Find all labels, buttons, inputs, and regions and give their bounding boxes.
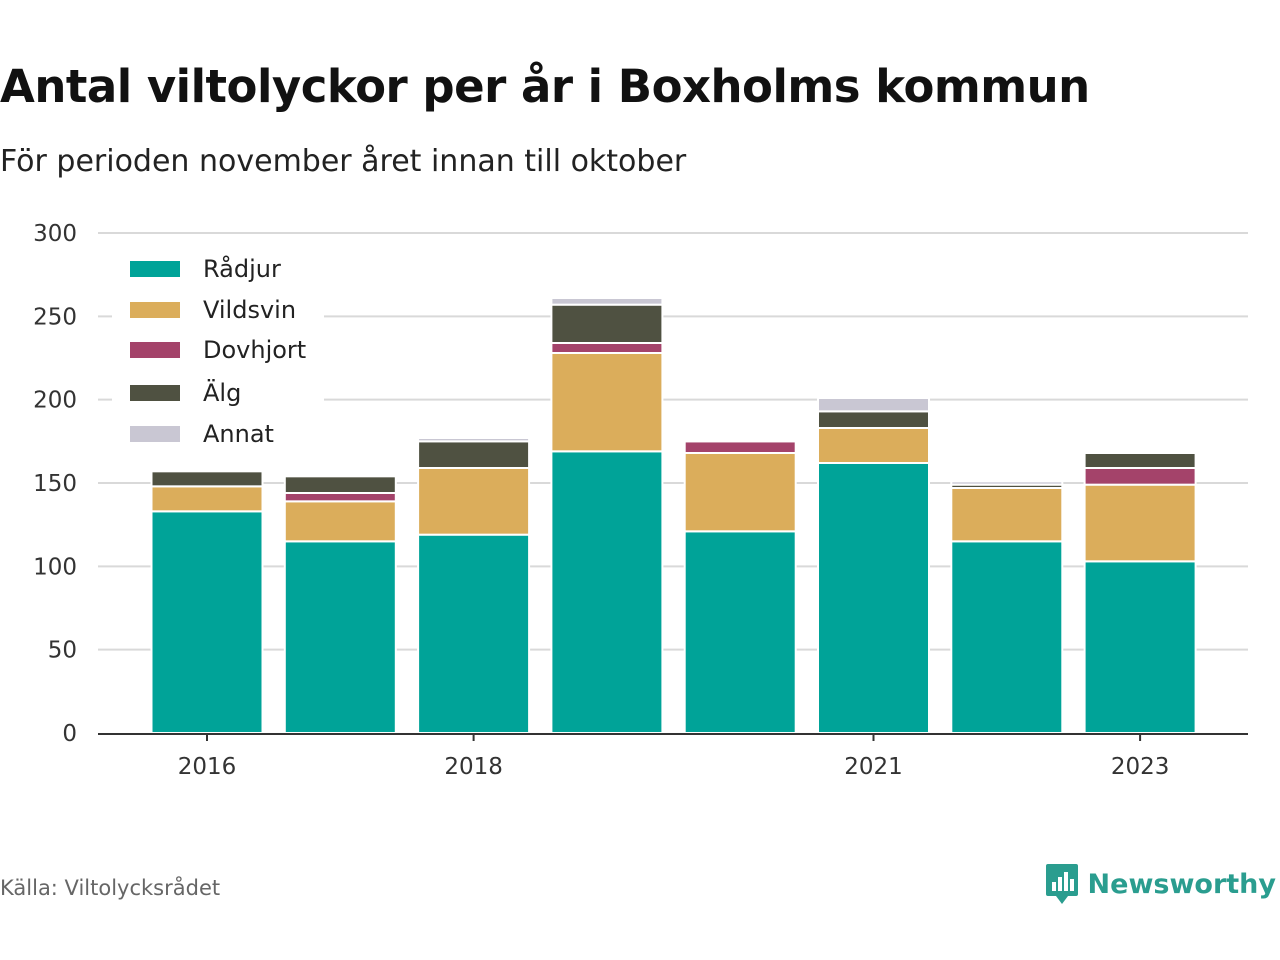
y-tick-label: 100	[33, 554, 77, 580]
y-tick-label: 50	[48, 638, 77, 664]
legend-swatch	[130, 426, 180, 442]
bar-segment	[1083, 467, 1197, 486]
bar-segment	[550, 342, 664, 354]
legend-label: Rådjur	[203, 254, 281, 283]
bar-segment	[283, 475, 397, 495]
y-tick-label: 150	[33, 471, 77, 497]
legend-label: Vildsvin	[203, 296, 296, 324]
bar-segment	[150, 510, 264, 735]
bar-segment	[150, 485, 264, 513]
legend-swatch	[130, 342, 180, 358]
brand: Newsworthy	[1044, 862, 1276, 906]
y-axis-ticks: 0 50 100 150 200 250 300	[33, 221, 77, 747]
bar-segment	[283, 492, 397, 503]
bar-segment	[1083, 452, 1197, 469]
legend-label: Annat	[203, 420, 274, 448]
x-tick-label: 2023	[1111, 754, 1170, 780]
bar-segment	[950, 480, 1064, 486]
bar-segment	[550, 352, 664, 453]
brand-name: Newsworthy	[1087, 868, 1276, 900]
bar-segment	[550, 450, 664, 734]
bar-segment	[817, 410, 930, 430]
bar-segment	[150, 470, 264, 488]
legend-label: Älg	[203, 378, 241, 407]
y-tick-label: 250	[33, 304, 77, 330]
bar-segment	[550, 303, 664, 344]
bar-segment	[683, 452, 797, 533]
bar-segment	[683, 437, 797, 441]
legend: Rådjur Vildsvin Dovhjort Älg Annat	[112, 245, 324, 460]
y-tick-label: 200	[33, 388, 77, 414]
bar-segment	[417, 440, 531, 470]
legend-label: Dovhjort	[203, 336, 306, 364]
chart-title: Antal viltolyckor per år i Boxholms komm…	[0, 60, 1090, 113]
bar-segment	[1083, 560, 1197, 734]
legend-swatch	[130, 302, 180, 318]
bar-segment	[683, 530, 797, 734]
bar-segment	[417, 533, 531, 735]
bars	[150, 297, 1197, 735]
legend-swatch	[130, 261, 180, 277]
bar-segment	[817, 427, 930, 464]
bar-segment	[283, 540, 397, 734]
y-tick-label: 0	[62, 721, 77, 747]
source-note: Källa: Viltolycksrådet	[0, 876, 221, 900]
bar-segment	[950, 540, 1064, 734]
x-tick-label: 2018	[444, 754, 503, 780]
bar-segment	[817, 462, 930, 734]
bar-segment	[950, 487, 1064, 543]
x-axis: 2016 2018 2021 2023	[98, 733, 1248, 780]
bar-segment	[283, 500, 397, 543]
bar-segment	[817, 397, 930, 413]
x-tick-label: 2021	[844, 754, 903, 780]
legend-swatch	[130, 385, 180, 401]
bar-segment	[683, 440, 797, 455]
bar-segment	[417, 467, 531, 536]
x-tick-label: 2016	[178, 754, 237, 780]
bar-segment	[417, 437, 531, 443]
bar-segment	[1083, 483, 1197, 563]
y-tick-label: 300	[33, 221, 77, 247]
bar-segment	[550, 297, 664, 306]
chart-subtitle: För perioden november året innan till ok…	[0, 144, 687, 179]
newsworthy-logo-icon	[1045, 864, 1078, 904]
